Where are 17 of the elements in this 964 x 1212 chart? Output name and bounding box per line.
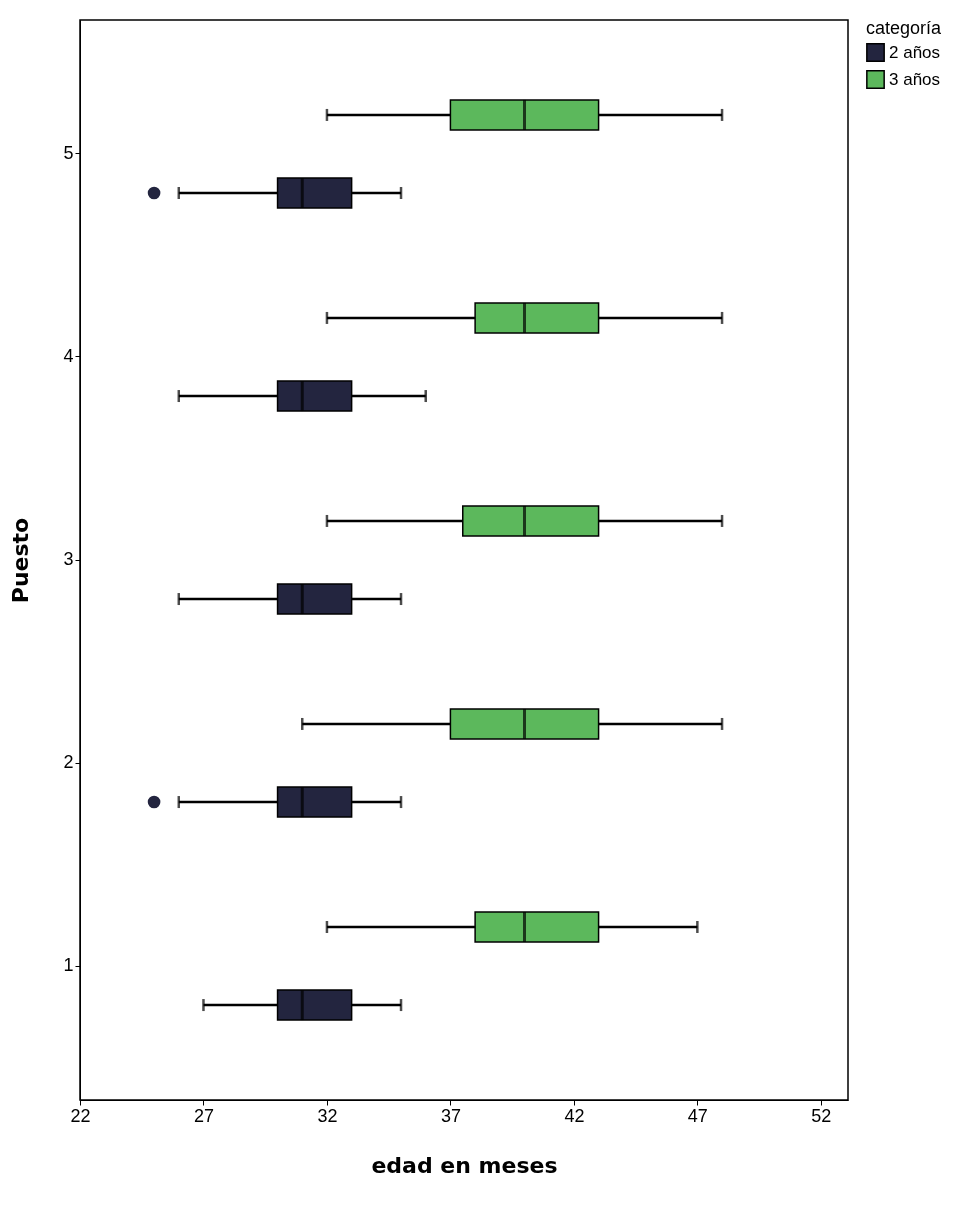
x-tick-label: 47 bbox=[687, 1105, 708, 1126]
y-tick-label: 4 bbox=[63, 345, 74, 366]
y-tick-label: 2 bbox=[63, 752, 74, 773]
legend-title: categoría bbox=[866, 18, 943, 38]
y-tick-label: 3 bbox=[63, 549, 74, 569]
x-tick-label: 52 bbox=[811, 1105, 832, 1126]
y-axis-title: Puesto bbox=[8, 517, 34, 604]
x-tick-label: 27 bbox=[193, 1105, 214, 1126]
legend-label: 2 años bbox=[889, 42, 941, 62]
x-tick-label: 32 bbox=[317, 1105, 338, 1126]
y-tick-label: 5 bbox=[63, 142, 74, 163]
x-tick-label: 37 bbox=[440, 1105, 461, 1126]
x-tick-label: 22 bbox=[70, 1105, 91, 1126]
y-tick-label: 1 bbox=[63, 955, 74, 976]
x-axis-title: edad en meses bbox=[371, 1152, 558, 1178]
legend-label: 3 años bbox=[889, 69, 941, 89]
x-tick-label: 42 bbox=[564, 1105, 585, 1126]
